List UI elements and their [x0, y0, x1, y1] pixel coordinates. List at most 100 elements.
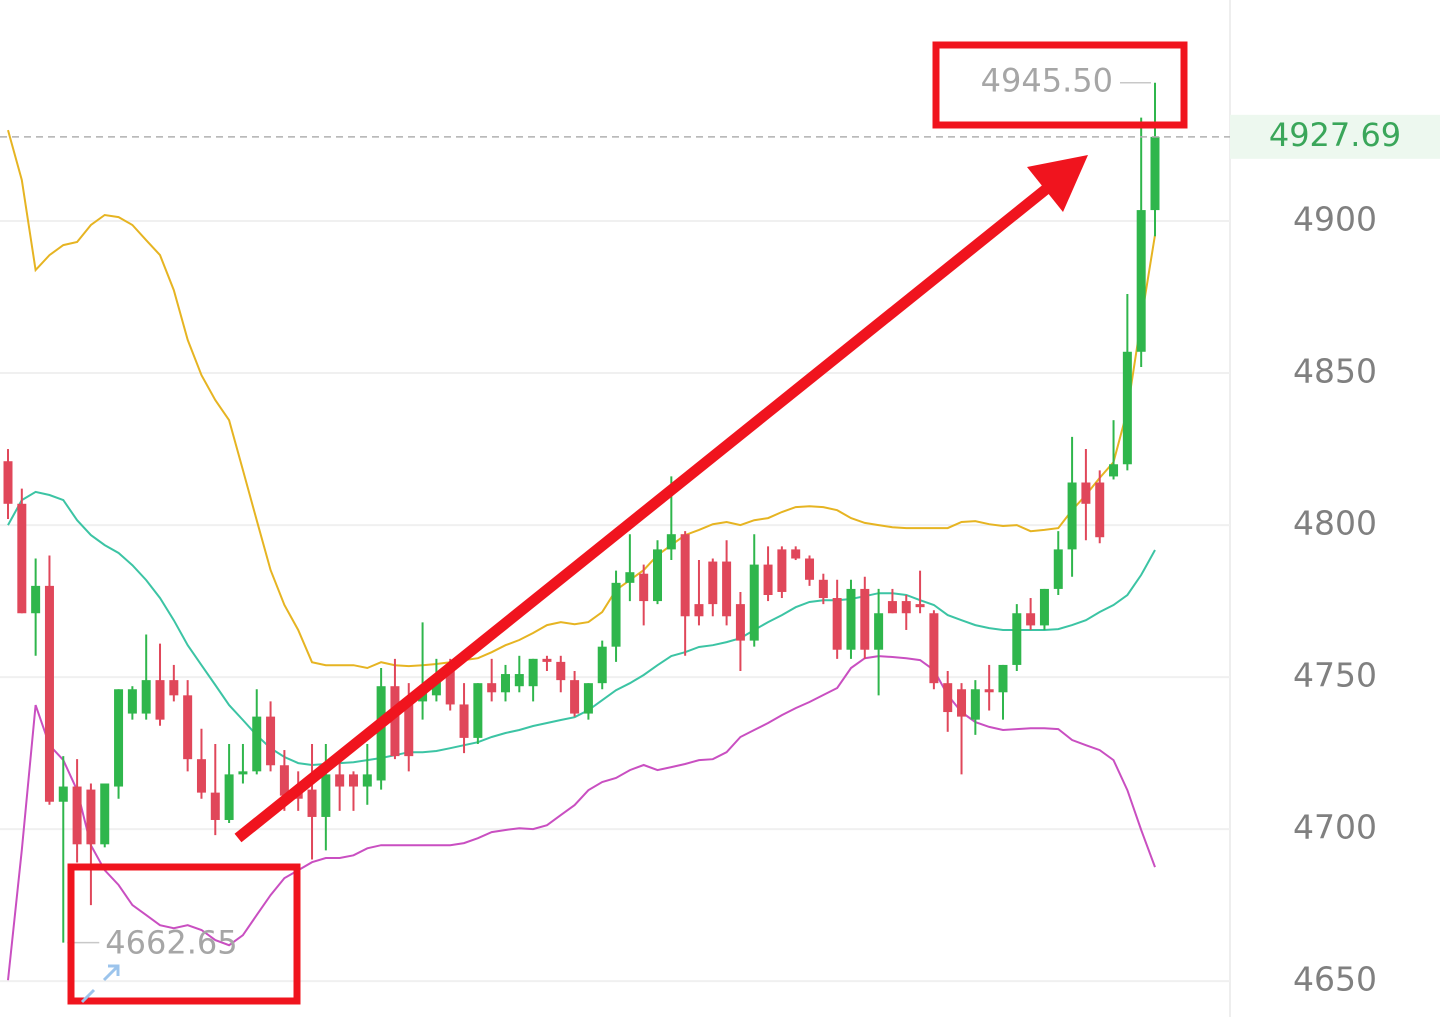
candle-body: [929, 613, 939, 684]
candle-body: [58, 786, 68, 802]
candle-body: [1053, 549, 1063, 589]
candle-body: [653, 549, 663, 602]
candle-body: [1150, 136, 1160, 211]
candle-body: [1012, 613, 1022, 665]
candle-body: [210, 792, 220, 820]
candle-body: [874, 613, 884, 650]
candle-body: [473, 683, 483, 738]
candle-body: [252, 716, 262, 772]
candle-body: [749, 564, 759, 641]
candle-body: [114, 689, 124, 787]
candle-body: [127, 689, 137, 714]
y-tick-label: 4850: [1293, 352, 1377, 391]
candle-body: [500, 674, 510, 693]
candle-body: [196, 759, 206, 793]
candle-body: [777, 549, 787, 592]
y-tick-label: 4650: [1293, 960, 1377, 999]
candle-body: [722, 561, 732, 617]
candle-body: [238, 771, 248, 775]
candle-body: [901, 601, 911, 614]
candle-body: [1122, 351, 1132, 465]
candle-body: [970, 689, 980, 720]
candle-body: [1109, 464, 1119, 477]
candle-body: [445, 667, 455, 705]
candle-body: [583, 683, 593, 714]
band-line: [7, 490, 1156, 767]
candle-body: [984, 689, 994, 693]
candle-body: [791, 549, 801, 559]
candle-body: [224, 774, 234, 820]
candle-body: [141, 680, 151, 714]
trend-arrow: [234, 181, 1054, 843]
candle-body: [1039, 588, 1049, 626]
candle-body: [1026, 613, 1036, 626]
candle-body: [31, 585, 41, 614]
candle-body: [570, 680, 580, 714]
last-price-label: 4927.69: [1269, 116, 1401, 154]
candle-body: [846, 588, 856, 650]
candle-body: [1081, 482, 1091, 504]
candle-body: [335, 774, 345, 787]
trend-arrow-head: [1027, 155, 1088, 212]
candle-body: [1067, 482, 1077, 550]
candle-body: [1136, 210, 1146, 352]
candle-body: [542, 658, 552, 662]
y-tick-label: 4900: [1293, 200, 1377, 239]
candle-body: [376, 686, 386, 781]
candle-body: [818, 579, 828, 599]
candle-body: [625, 572, 635, 583]
candle-body: [362, 774, 372, 787]
candle-body: [321, 774, 331, 817]
candle-body: [3, 461, 13, 504]
candle-body: [279, 765, 289, 796]
candle-body: [307, 789, 317, 817]
candle-body: [459, 704, 469, 738]
highlight-box: [932, 41, 1188, 129]
candle-body: [943, 683, 953, 713]
candle-body: [266, 716, 276, 766]
candle-body: [597, 646, 607, 684]
candle-body: [639, 573, 649, 602]
candle-body: [17, 503, 27, 614]
candle-body: [666, 534, 676, 550]
y-tick-label: 4750: [1293, 656, 1377, 695]
candle-body: [915, 604, 925, 608]
candle-body: [528, 658, 538, 687]
candle-body: [805, 558, 815, 580]
candle-body: [86, 789, 96, 845]
candle-body: [708, 561, 718, 605]
y-tick-label: 4700: [1293, 808, 1377, 847]
candle-body: [155, 680, 165, 720]
candle-body: [487, 683, 497, 693]
candle-body: [680, 534, 690, 617]
candle-body: [404, 701, 414, 757]
candle-body: [763, 564, 773, 595]
candle-body: [431, 677, 441, 696]
highlight-box: [67, 863, 301, 1005]
candle-body: [998, 664, 1008, 693]
candle-body: [100, 783, 110, 845]
candle-body: [514, 674, 524, 687]
candle-body: [44, 585, 54, 802]
candle-body: [860, 588, 870, 650]
candle-body: [611, 582, 621, 647]
max-marker-label: 4945.50: [981, 62, 1113, 100]
band-line: [7, 129, 1156, 670]
candle-body: [887, 601, 897, 614]
candle-body: [735, 604, 745, 641]
candle-body: [694, 604, 704, 617]
min-marker-label: 4662.65: [105, 924, 237, 962]
candle-body: [169, 680, 179, 696]
candle-body: [832, 598, 842, 650]
candle-body: [957, 689, 967, 717]
candle-body: [1095, 482, 1105, 538]
candle-body: [390, 686, 400, 757]
last-price-tag: [1230, 114, 1440, 159]
candle-body: [72, 786, 82, 845]
candle-body: [556, 661, 566, 681]
candle-body: [183, 695, 193, 760]
